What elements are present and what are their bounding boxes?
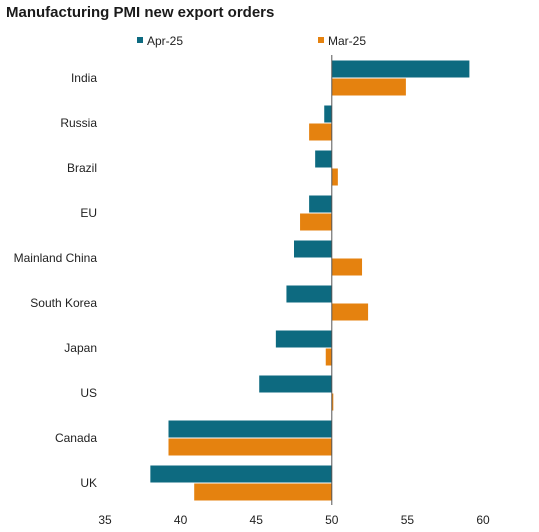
bar-mar-25	[168, 438, 332, 456]
category-label: UK	[80, 476, 97, 490]
bar-mar-25	[309, 123, 332, 141]
bar-apr-25	[309, 195, 332, 213]
category-label: Japan	[64, 341, 97, 355]
bar-mar-25	[325, 348, 332, 366]
bar-apr-25	[275, 330, 332, 348]
bar-apr-25	[324, 105, 332, 123]
x-tick-label: 35	[98, 513, 112, 527]
bar-mar-25	[331, 393, 334, 411]
legend-swatch	[137, 37, 143, 43]
bar-mar-25	[331, 168, 338, 186]
bar-apr-25	[315, 150, 332, 168]
category-label: Brazil	[67, 161, 97, 175]
category-label: Mainland China	[14, 251, 98, 265]
legend-label: Apr-25	[147, 34, 183, 48]
category-label: Canada	[55, 431, 97, 445]
bar-mar-25	[331, 78, 406, 96]
bar-mar-25	[331, 303, 369, 321]
category-label: US	[80, 386, 97, 400]
bar-mar-25	[331, 258, 363, 276]
x-tick-label: 60	[476, 513, 490, 527]
bar-mar-25	[300, 213, 332, 231]
x-tick-label: 55	[401, 513, 415, 527]
bar-apr-25	[259, 375, 332, 393]
chart-title: Manufacturing PMI new export orders	[6, 4, 275, 21]
category-label: EU	[80, 206, 97, 220]
x-tick-label: 45	[250, 513, 264, 527]
bar-apr-25	[286, 285, 332, 303]
bar-apr-25	[331, 60, 470, 78]
category-label: South Korea	[30, 296, 97, 310]
bar-apr-25	[294, 240, 332, 258]
bar-mar-25	[194, 483, 332, 501]
bar-apr-25	[150, 465, 332, 483]
legend-swatch	[318, 37, 324, 43]
x-tick-label: 40	[174, 513, 188, 527]
x-tick-label: 50	[325, 513, 339, 527]
category-label: Russia	[60, 116, 97, 130]
category-label: India	[71, 71, 97, 85]
legend-label: Mar-25	[328, 34, 366, 48]
bar-apr-25	[168, 420, 332, 438]
